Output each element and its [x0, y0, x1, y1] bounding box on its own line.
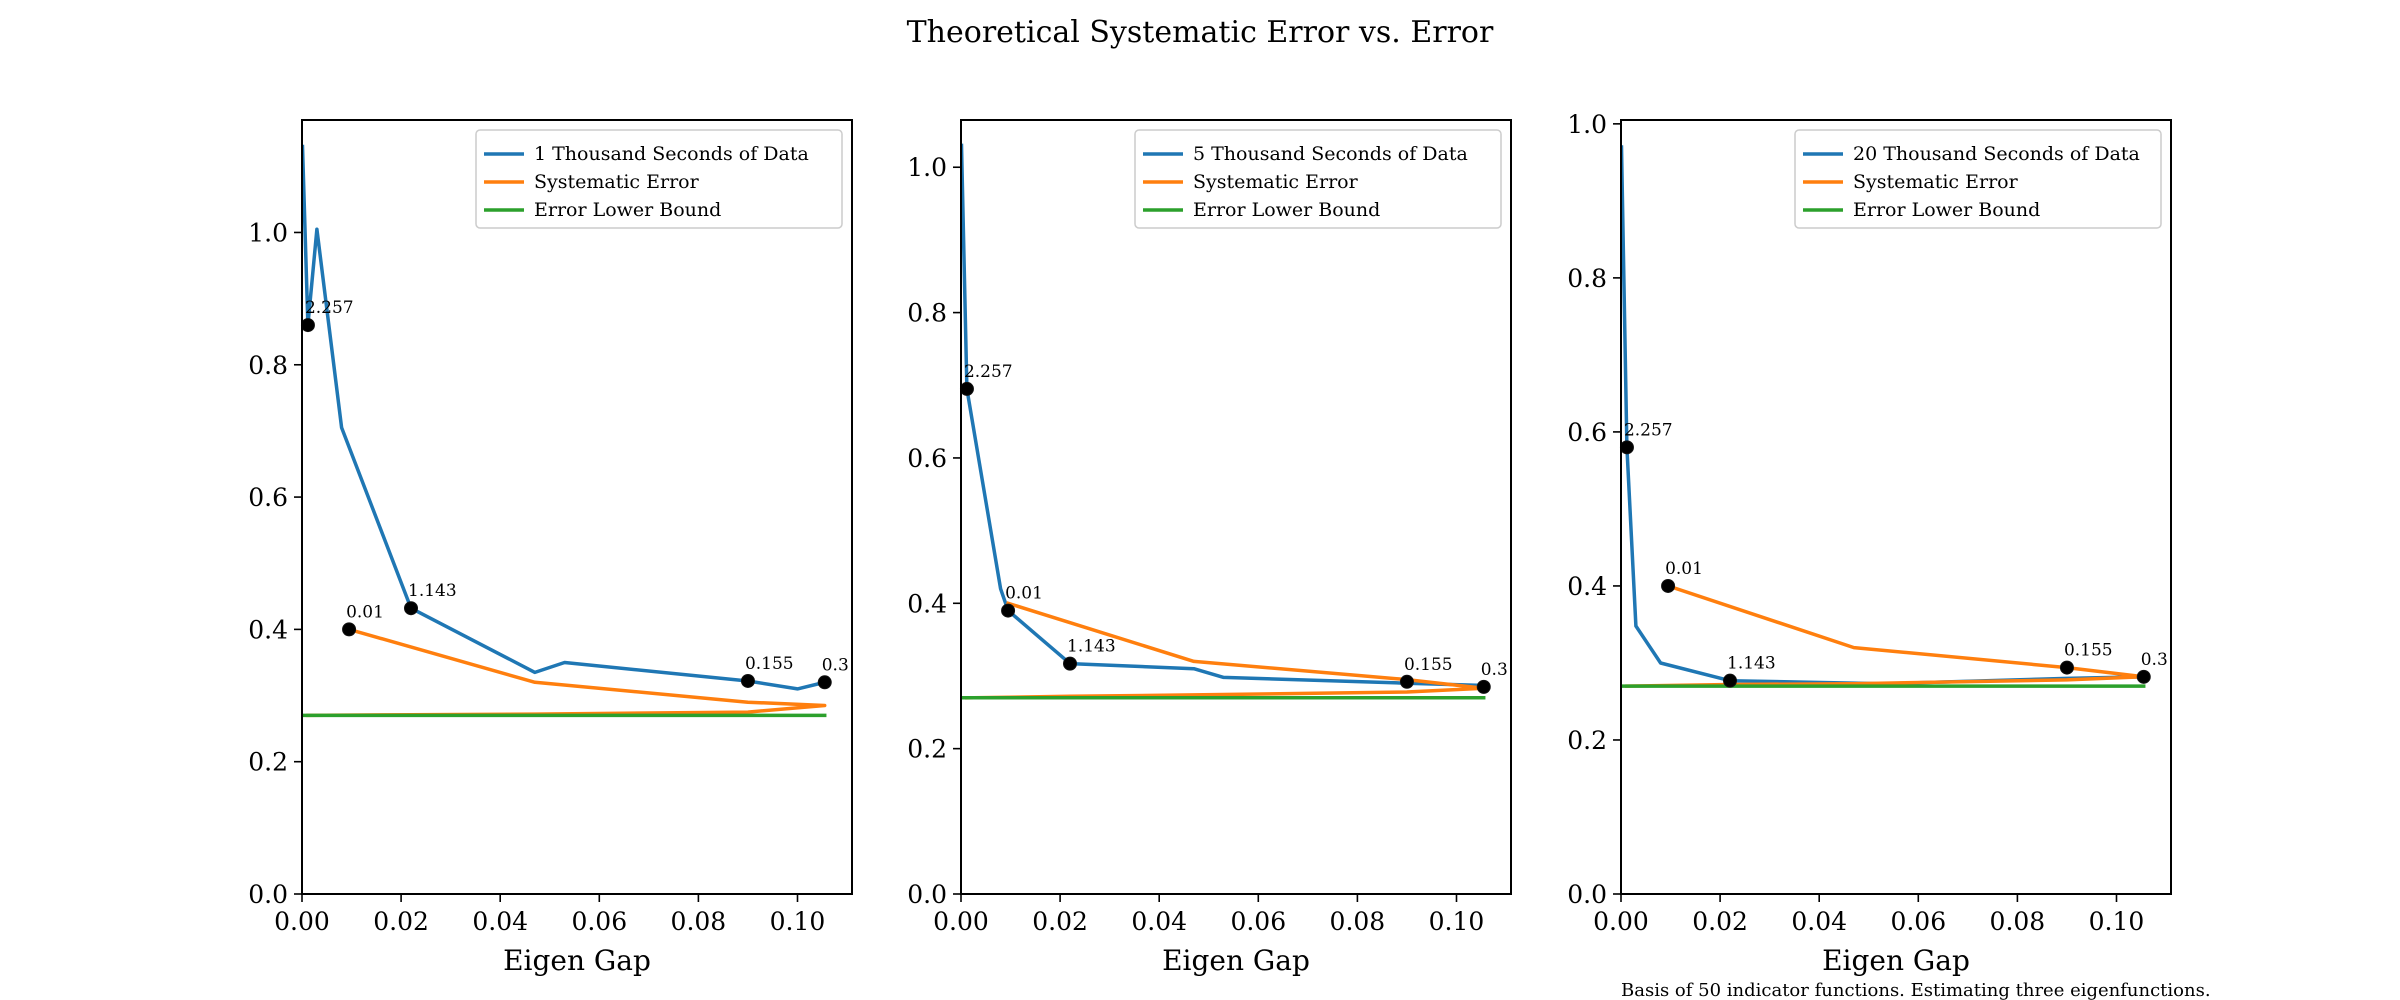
x-tick-label: 0.04 [1791, 907, 1847, 936]
x-axis-label: Eigen Gap [503, 944, 651, 977]
legend: 1 Thousand Seconds of Data Systematic Err… [475, 129, 843, 229]
legend-entry: Error Lower Bound [1853, 199, 2040, 221]
plot-area [302, 144, 827, 718]
point-marker [1661, 578, 1676, 593]
legend-entry: Systematic Error [534, 171, 700, 193]
footnote: Basis of 50 indicator functions. Estimat… [1621, 980, 2211, 1000]
y-tick-label: 0.8 [907, 299, 947, 328]
x-tick-label: 0.02 [1032, 907, 1088, 936]
y-tick-label: 1.0 [1567, 110, 1607, 139]
x-tick-label: 0.02 [1692, 907, 1748, 936]
x-tick-label: 0.06 [1230, 907, 1286, 936]
x-tick-label: 0.00 [1593, 907, 1649, 936]
legend: 20 Thousand Seconds of Data Systematic Er… [1794, 129, 2162, 229]
x-tick-label: 0.00 [274, 907, 330, 936]
y-tick-label: 0.8 [248, 351, 288, 380]
y-tick-label: 0.6 [907, 444, 947, 473]
legend: 5 Thousand Seconds of Data Systematic Err… [1134, 129, 1502, 229]
legend-box [475, 129, 843, 229]
point-label: 1.143 [1067, 637, 1116, 657]
legend-entry: 5 Thousand Seconds of Data [1193, 143, 1468, 165]
point-label: 0.01 [1665, 559, 1703, 579]
y-tick-label: 0.2 [907, 735, 947, 764]
y-tick-label: 1.0 [907, 153, 947, 182]
series-line-data [302, 144, 827, 691]
x-tick-label: 0.02 [373, 907, 429, 936]
point-marker [300, 318, 315, 333]
point-label: 2.257 [964, 362, 1013, 382]
legend-box [1794, 129, 2162, 229]
point-label: 0.3 [822, 655, 849, 675]
y-tick-label: 0.4 [248, 615, 288, 644]
point-marker [1476, 679, 1491, 694]
point-label: 0.155 [745, 654, 794, 674]
point-marker [959, 381, 974, 396]
y-tick-label: 0.0 [1567, 880, 1607, 909]
y-tick-label: 0.4 [1567, 572, 1607, 601]
point-label: 0.01 [1005, 584, 1043, 604]
legend-entry: Systematic Error [1193, 171, 1359, 193]
x-tick-label: 0.08 [671, 907, 727, 936]
point-label: 1.143 [1727, 654, 1776, 674]
point-marker [817, 675, 832, 690]
point-label: 0.155 [1404, 655, 1453, 675]
x-axis-label: Eigen Gap [1822, 944, 1970, 977]
y-tick-label: 0.0 [248, 880, 288, 909]
axes-frame [301, 119, 853, 895]
point-marker [342, 622, 357, 637]
x-tick-label: 0.04 [472, 907, 528, 936]
x-tick-label: 0.10 [1429, 907, 1485, 936]
legend-entry: Error Lower Bound [1193, 199, 1380, 221]
point-label: 1.143 [408, 581, 457, 601]
point-marker [1619, 440, 1634, 455]
point-marker [404, 601, 419, 616]
x-tick-label: 0.04 [1131, 907, 1187, 936]
x-tick-label: 0.08 [1330, 907, 1386, 936]
point-label: 2.257 [305, 298, 354, 318]
point-marker [2136, 669, 2151, 684]
x-tick-label: 0.00 [933, 907, 989, 936]
legend-box [1134, 129, 1502, 229]
point-marker [1001, 603, 1016, 618]
point-label: 0.3 [1481, 660, 1508, 680]
x-axis-label: Eigen Gap [1162, 944, 1310, 977]
y-tick-label: 0.6 [248, 483, 288, 512]
panel-2: 2.257 0.01 1.143 0.155 0.3 0.00 0.02 0.04 0.06 0.… [907, 119, 1512, 977]
y-tick-label: 0.6 [1567, 418, 1607, 447]
axes-frame [960, 119, 1512, 895]
x-tick-label: 0.08 [1990, 907, 2046, 936]
y-tick-label: 0.0 [907, 880, 947, 909]
legend-entry: Systematic Error [1853, 171, 2019, 193]
panel-1: 2.257 0.01 1.143 0.155 0.3 0.00 0.02 0.04 0.06 0.… [248, 119, 853, 977]
panel-3: 2.257 0.01 1.143 0.155 0.3 0.00 0.02 0.04 0.06 0.… [1567, 110, 2172, 977]
point-label: 2.257 [1624, 420, 1673, 440]
point-marker [740, 673, 755, 688]
x-tick-label: 0.10 [2089, 907, 2145, 936]
legend-entry: Error Lower Bound [534, 199, 721, 221]
point-label: 0.01 [346, 602, 384, 622]
y-tick-label: 1.0 [248, 218, 288, 247]
x-tick-label: 0.06 [1890, 907, 1946, 936]
point-marker [2059, 660, 2074, 675]
y-tick-label: 0.2 [248, 748, 288, 777]
axes-frame [1620, 119, 2172, 895]
panels: 2.257 0.01 1.143 0.155 0.3 0.00 0.02 0.04 0.06 0.… [248, 110, 2172, 977]
figure-title: Theoretical Systematic Error vs. Error [907, 15, 1494, 50]
point-marker [1399, 674, 1414, 689]
point-label: 0.3 [2141, 650, 2168, 670]
legend-entry: 20 Thousand Seconds of Data [1853, 143, 2140, 165]
point-marker [1723, 673, 1738, 688]
y-tick-label: 0.8 [1567, 264, 1607, 293]
x-tick-label: 0.06 [571, 907, 627, 936]
legend-entry: 1 Thousand Seconds of Data [534, 143, 809, 165]
y-tick-label: 0.2 [1567, 726, 1607, 755]
point-label: 0.155 [2064, 641, 2113, 661]
point-marker [1063, 656, 1078, 671]
plot-area [1621, 145, 2146, 688]
x-tick-label: 0.10 [770, 907, 826, 936]
y-tick-label: 0.4 [907, 589, 947, 618]
